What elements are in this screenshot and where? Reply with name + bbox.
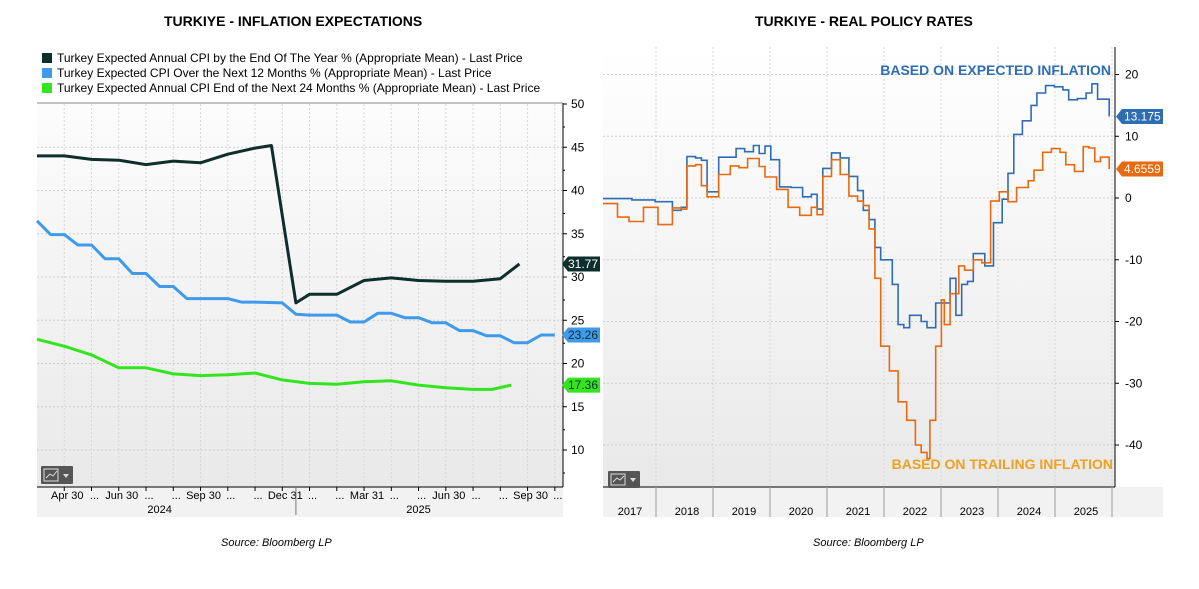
right-source-note: Source: Bloomberg LP bbox=[813, 537, 924, 549]
left-x-tick-label: ... bbox=[144, 490, 153, 502]
right-x-tick-label: 2020 bbox=[789, 506, 813, 518]
left-last-value-tag-2 bbox=[562, 327, 600, 343]
right-annotation-expected: BASED ON EXPECTED INFLATION bbox=[880, 62, 1111, 78]
left-legend-swatch-3 bbox=[42, 83, 52, 93]
left-x-tick-label: Sep 30 bbox=[186, 490, 221, 502]
left-x-tick-label: ... bbox=[226, 490, 235, 502]
left-plot-area bbox=[37, 47, 563, 487]
left-last-value-tag-3 bbox=[562, 377, 600, 393]
left-chart-type-button bbox=[41, 466, 73, 484]
right-chart-title: TURKIYE - REAL POLICY RATES bbox=[755, 13, 973, 29]
left-x-tick-label: Apr 30 bbox=[51, 490, 83, 502]
right-x-tick-label: 2019 bbox=[732, 506, 756, 518]
left-x-tick-label: ... bbox=[417, 490, 426, 502]
right-x-axis-area bbox=[603, 487, 1163, 517]
left-x-tick-label: ... bbox=[90, 490, 99, 502]
left-legend-box bbox=[37, 47, 565, 103]
left-x-tick-label: Jun 30 bbox=[105, 490, 138, 502]
left-x-tick-label: ... bbox=[335, 490, 344, 502]
left-x-tick-label: ... bbox=[172, 490, 181, 502]
left-x-tick-label: Mar 31 bbox=[350, 490, 384, 502]
left-chart-line-icon bbox=[45, 470, 58, 479]
right-last-value-label-1: 13.175 bbox=[1124, 109, 1161, 123]
right-y-tick-label: -30 bbox=[1125, 376, 1143, 390]
left-y-tick-label: 50 bbox=[571, 97, 585, 111]
right-y-tick-label: 10 bbox=[1125, 129, 1139, 143]
left-last-value-label-1: 31.77 bbox=[568, 257, 598, 271]
left-legend-swatch-2 bbox=[42, 68, 52, 78]
right-series-line-2 bbox=[603, 145, 1110, 460]
right-y-tick-label: 20 bbox=[1125, 68, 1139, 82]
left-last-value-label-3: 17.36 bbox=[568, 378, 598, 392]
right-x-tick-label: 2023 bbox=[960, 506, 984, 518]
left-x-axis-area bbox=[37, 487, 563, 517]
left-last-value-tag-1 bbox=[562, 256, 600, 272]
right-x-tick-label: 2022 bbox=[903, 506, 927, 518]
right-chart-type-button bbox=[608, 471, 640, 488]
right-last-value-tag-1 bbox=[1116, 108, 1163, 124]
right-plot-area bbox=[603, 47, 1115, 487]
right-chart-type-icon bbox=[610, 473, 626, 486]
right-x-tick-label: 2018 bbox=[675, 506, 699, 518]
right-series-line-1 bbox=[603, 83, 1110, 329]
right-last-value-tag-2 bbox=[1116, 161, 1163, 177]
left-x-tick-label: Jun 30 bbox=[432, 490, 465, 502]
left-y-tick-label: 10 bbox=[571, 443, 585, 457]
left-last-value-label-2: 23.26 bbox=[568, 328, 598, 342]
left-y-tick-label: 20 bbox=[571, 357, 585, 371]
left-y-tick-label: 45 bbox=[571, 140, 585, 154]
left-x-tick-label: ... bbox=[253, 490, 262, 502]
left-series-line-1 bbox=[37, 144, 521, 305]
left-year-label: 2025 bbox=[406, 504, 430, 516]
right-annotation-trailing: BASED ON TRAILING INFLATION bbox=[892, 456, 1113, 472]
right-x-tick-label: 2017 bbox=[618, 506, 642, 518]
left-y-tick-label: 40 bbox=[571, 184, 585, 198]
left-x-tick-label: ... bbox=[553, 490, 562, 502]
right-dropdown-icon bbox=[630, 478, 636, 482]
left-source-note: Source: Bloomberg LP bbox=[221, 537, 332, 549]
right-chart-line-icon bbox=[612, 475, 625, 483]
left-legend-label-3: Turkey Expected Annual CPI End of the Ne… bbox=[57, 81, 540, 95]
left-legend-label-2: Turkey Expected CPI Over the Next 12 Mon… bbox=[57, 66, 492, 80]
left-series-line-2 bbox=[35, 219, 555, 345]
left-x-tick-label: Sep 30 bbox=[513, 490, 548, 502]
left-dropdown-icon bbox=[63, 474, 69, 478]
right-y-tick-label: -10 bbox=[1125, 253, 1143, 267]
left-legend-swatch-1 bbox=[42, 53, 52, 63]
left-y-tick-label: 35 bbox=[571, 227, 585, 241]
left-x-tick-label: ... bbox=[471, 490, 480, 502]
left-legend-label-1: Turkey Expected Annual CPI by the End Of… bbox=[57, 51, 523, 65]
right-y-tick-label: -40 bbox=[1125, 438, 1143, 452]
left-y-tick-label: 25 bbox=[571, 313, 585, 327]
right-y-tick-label: 0 bbox=[1125, 191, 1132, 205]
left-chart-type-icon bbox=[43, 468, 59, 482]
right-y-tick-label: -20 bbox=[1125, 315, 1143, 329]
right-last-value-label-2: 4.6559 bbox=[1124, 162, 1161, 176]
right-x-tick-label: 2021 bbox=[846, 506, 870, 518]
right-x-tick-label: 2025 bbox=[1074, 506, 1098, 518]
left-chart-title: TURKIYE - INFLATION EXPECTATIONS bbox=[164, 13, 423, 29]
right-x-tick-label: 2024 bbox=[1017, 506, 1041, 518]
left-x-tick-label: Dec 31 bbox=[268, 490, 303, 502]
left-series-line-3 bbox=[36, 337, 512, 391]
left-y-tick-label: 30 bbox=[571, 270, 585, 284]
left-x-tick-label: ... bbox=[499, 490, 508, 502]
left-x-tick-label: ... bbox=[308, 490, 317, 502]
left-y-tick-label: 15 bbox=[571, 400, 585, 414]
left-year-label: 2024 bbox=[147, 504, 171, 516]
left-x-tick-label: ... bbox=[390, 490, 399, 502]
